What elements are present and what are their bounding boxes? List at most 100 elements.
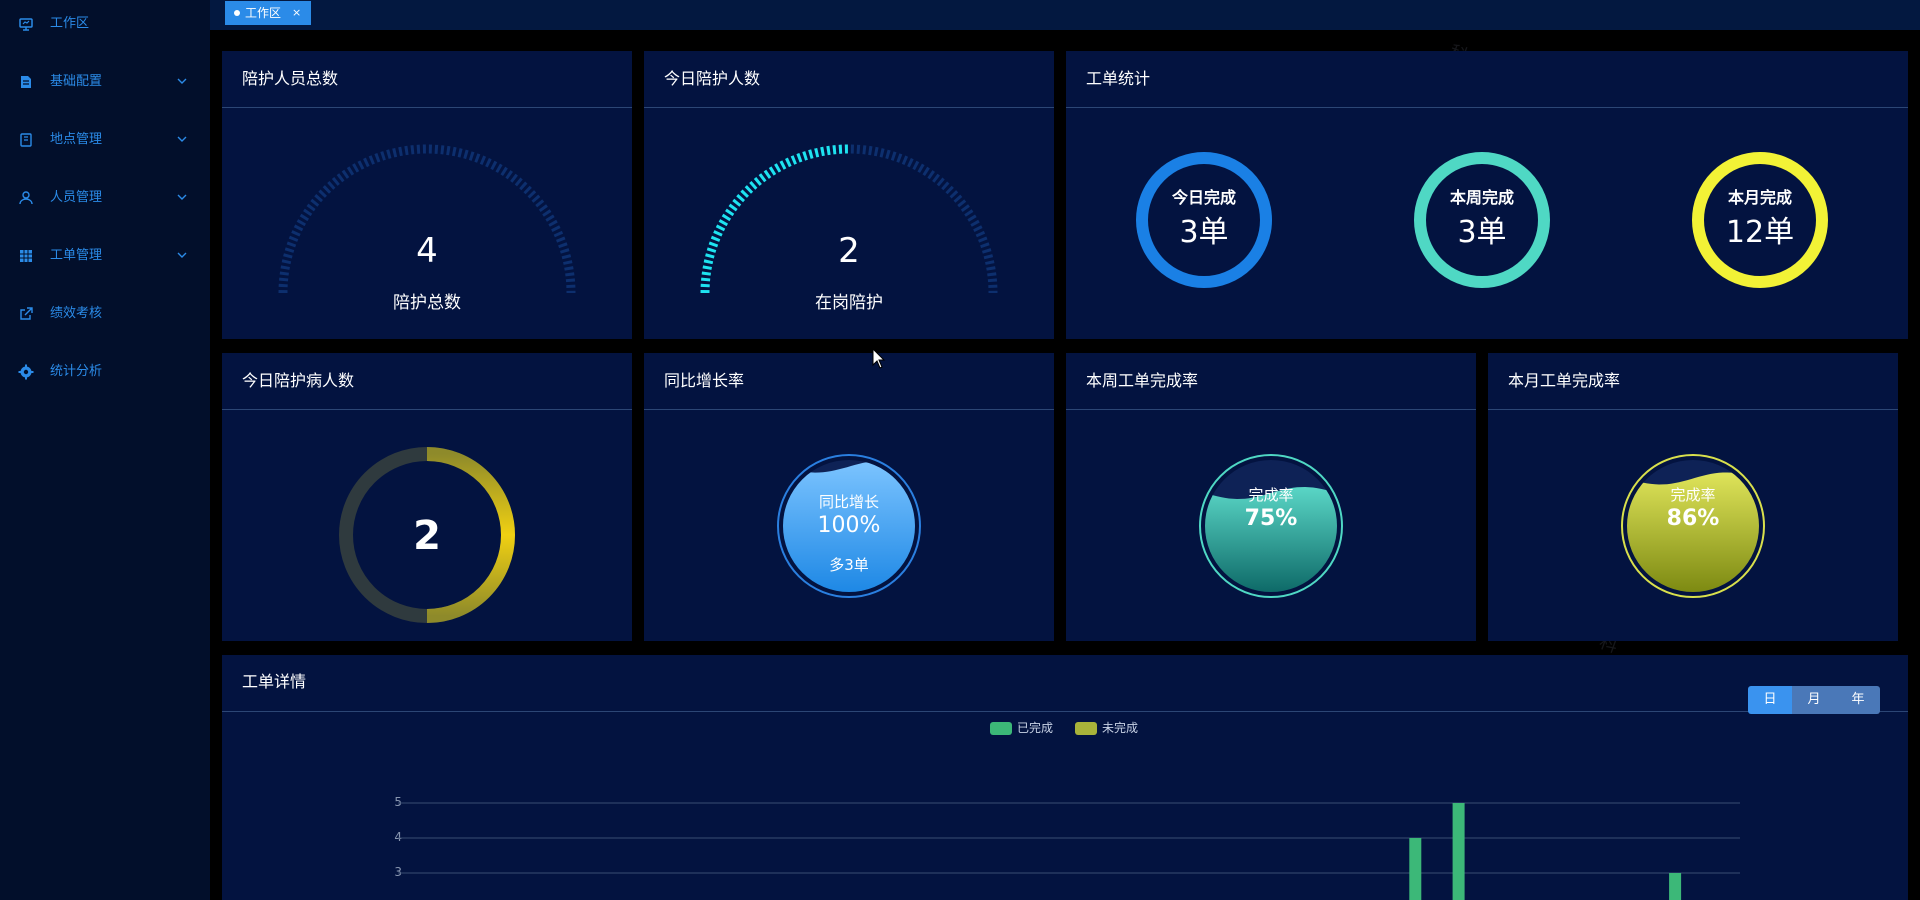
bar[interactable] (1669, 873, 1682, 900)
ring-value: 12单 (1725, 215, 1795, 250)
card-work-order-stats: 工单统计 今日完成 3单 本周完成 3单 本月完成 12单 (1066, 51, 1908, 339)
chevron-down-icon (177, 252, 187, 258)
card-today-patients: 今日陪护病人数 2 (222, 353, 632, 641)
ring-label: 本月完成 (1727, 188, 1792, 207)
chevron-down-icon (177, 194, 187, 200)
liquid-wave (783, 460, 915, 592)
sidebar-item-basic-config[interactable]: 基础配置 (0, 62, 210, 102)
cursor-icon (872, 348, 886, 369)
divider (644, 409, 1054, 410)
sidebar-item-label: 统计分析 (50, 364, 103, 379)
sidebar: 工作区 基础配置 地点管理 人员管理 工单管理 绩效考核 统计分析 (0, 0, 210, 900)
card-title: 同比增长率 (664, 371, 745, 390)
liquid-yoy (777, 454, 921, 598)
sidebar-item-performance[interactable]: 绩效考核 (0, 294, 210, 334)
sidebar-item-label: 工单管理 (50, 248, 103, 263)
ring-label: 本周完成 (1449, 188, 1514, 207)
liquid-outline (1621, 454, 1765, 598)
gauge-today (700, 144, 998, 294)
sidebar-item-statistics[interactable]: 统计分析 (0, 352, 210, 392)
sidebar-item-workspace[interactable]: 工作区 (0, 4, 210, 44)
divider (222, 409, 632, 410)
gauge-caption: 陪护总数 (393, 293, 461, 313)
sidebar-item-label: 绩效考核 (50, 306, 103, 321)
card-today-escorts: 今日陪护人数 2 在岗陪护 (644, 51, 1054, 339)
gauge-value: 4 (416, 231, 438, 271)
legend-label: 已完成 (1017, 721, 1054, 735)
tab-label: 工作区 (245, 6, 282, 20)
gauge-progress-arc (700, 144, 850, 294)
ring-value: 3单 (1179, 215, 1229, 250)
liquid-wave (1205, 487, 1337, 592)
divider (1066, 107, 1908, 108)
liquid-sub: 多3单 (829, 556, 869, 574)
rings (1136, 152, 1828, 288)
card-title: 陪护人员总数 (242, 69, 339, 88)
donut-value: 2 (413, 513, 441, 559)
liquid-label: 完成率 (1670, 486, 1716, 504)
divider (1066, 409, 1476, 410)
active-dot (234, 10, 240, 16)
liquid-label: 完成率 (1248, 486, 1294, 504)
sidebar-item-personnel[interactable]: 人员管理 (0, 178, 210, 218)
close-icon[interactable]: × (292, 6, 302, 19)
card-week-rate: 本周工单完成率 完成率 75% (1066, 353, 1476, 641)
chevron-down-icon (177, 78, 187, 84)
tab-workspace[interactable]: 工作区 × (225, 1, 311, 25)
sidebar-item-label: 人员管理 (50, 190, 103, 205)
bar[interactable] (1409, 838, 1422, 900)
user-icon (19, 191, 33, 205)
y-tick-label: 4 (394, 830, 402, 844)
legend-swatch-completed[interactable] (990, 722, 1012, 735)
liquid-label: 同比增长 (818, 493, 879, 511)
tab-bar: 工作区 × (210, 0, 1920, 30)
ring-today (1136, 152, 1272, 288)
card-title: 今日陪护病人数 (242, 371, 355, 390)
range-year-button[interactable]: 年 (1836, 686, 1880, 714)
sidebar-item-work-orders[interactable]: 工单管理 (0, 236, 210, 276)
liquid-wave (1627, 472, 1759, 592)
y-tick-label: 3 (394, 865, 402, 879)
divider (644, 107, 1054, 108)
card-yoy-growth: 同比增长率 同比增长 100% 多3单 (644, 353, 1054, 641)
card-month-rate: 本月工单完成率 完成率 86% (1488, 353, 1898, 641)
grid-icon (20, 250, 32, 262)
card-work-order-detail: 工单详情 日 月 年 已完成 未完成 5 4 3 2 (222, 655, 1908, 900)
bar[interactable] (1452, 803, 1465, 900)
sidebar-item-label: 工作区 (50, 16, 90, 31)
document-icon (21, 76, 31, 88)
liquid-value: 100% (817, 513, 881, 538)
sidebar-item-location[interactable]: 地点管理 (0, 120, 210, 160)
divider (222, 711, 1908, 712)
range-toggle: 日 月 年 (1748, 655, 1880, 745)
divider (1488, 409, 1898, 410)
gauge-total (278, 144, 576, 294)
range-day-button[interactable]: 日 (1748, 686, 1792, 714)
donut-progress (426, 447, 515, 623)
donut (339, 447, 515, 623)
card-title: 工单详情 (242, 672, 307, 691)
liquid-outline (777, 454, 921, 598)
monitor-icon (19, 18, 33, 31)
range-month-button[interactable]: 月 (1792, 686, 1836, 714)
external-link-icon (20, 307, 33, 320)
divider (222, 107, 632, 108)
dashboard: 科 科 科 科 陪护人员总数 4 陪护总数 今日陪护人数 2 在岗陪护 (210, 30, 1920, 900)
sidebar-item-label: 地点管理 (50, 132, 103, 147)
card-title: 本月工单完成率 (1508, 371, 1621, 390)
card-title: 本周工单完成率 (1086, 371, 1199, 390)
gauge-value: 2 (838, 231, 860, 271)
work-order-bar-chart (398, 802, 1740, 900)
card-title: 今日陪护人数 (664, 69, 761, 88)
book-icon (20, 133, 32, 147)
legend-label: 未完成 (1102, 721, 1139, 735)
liquid-value: 75% (1244, 506, 1298, 531)
card-total-escorts: 陪护人员总数 4 陪护总数 (222, 51, 632, 339)
liquid-value: 86% (1666, 506, 1720, 531)
ring-month (1692, 152, 1828, 288)
liquid-week (1199, 454, 1343, 598)
gear-icon (18, 364, 34, 380)
ring-label: 今日完成 (1171, 188, 1236, 207)
legend-swatch-incomplete[interactable] (1075, 722, 1097, 735)
ring-week (1414, 152, 1550, 288)
